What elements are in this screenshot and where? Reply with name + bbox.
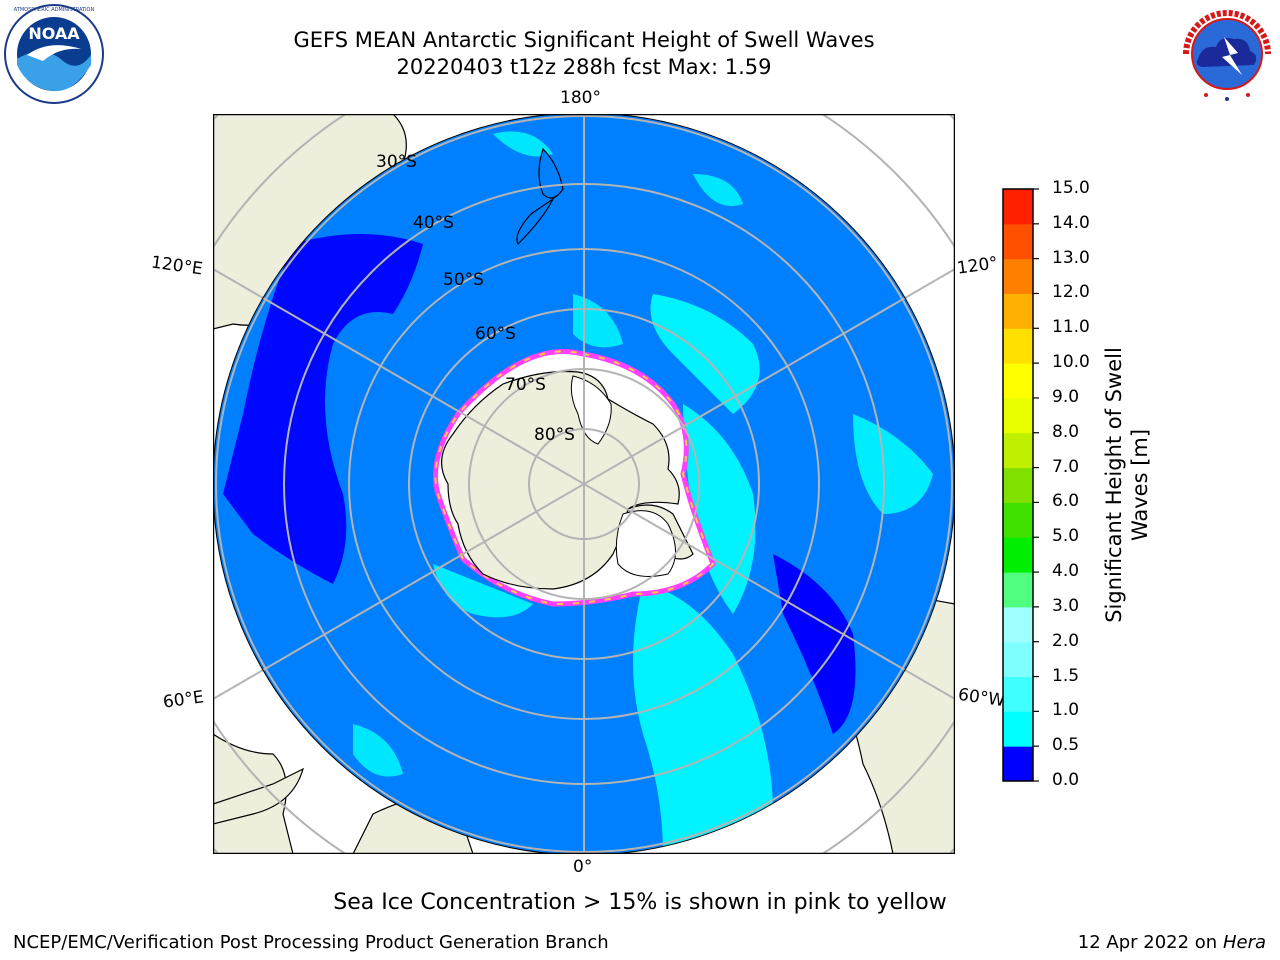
colorbar-tick-label: 8.0 <box>1052 421 1080 442</box>
colorbar-tick-label: 7.0 <box>1052 456 1080 477</box>
footer-left: NCEP/EMC/Verification Post Processing Pr… <box>13 932 609 953</box>
colorbar-segment <box>1003 711 1033 747</box>
lat-label-60s: 60°S <box>475 324 516 344</box>
colorbar-frame <box>1002 188 1034 782</box>
colorbar-tick-label: 10.0 <box>1052 352 1090 373</box>
colorbar-tick-label: 6.0 <box>1052 491 1080 512</box>
colorbar-segment <box>1003 363 1033 399</box>
land-new-zealand-south <box>516 197 555 246</box>
lat-label-80s: 80°S <box>534 425 575 445</box>
colorbar-segment <box>1003 746 1033 782</box>
colorbar-segment <box>1003 432 1033 469</box>
swell-patch-low <box>223 234 423 584</box>
svg-text:ATMOSPHERIC ADMINISTRATION: ATMOSPHERIC ADMINISTRATION <box>14 7 95 13</box>
colorbar-tick-label: 4.0 <box>1052 561 1080 582</box>
colorbar-segment <box>1003 328 1033 364</box>
colorbar-tick-label: 14.0 <box>1052 212 1090 233</box>
lon-label-60e: 60°E <box>161 687 206 713</box>
lon-label-0: 0° <box>573 857 593 877</box>
colorbar-segment <box>1003 397 1033 434</box>
swell-height-map <box>213 114 955 854</box>
swell-patch-mid <box>853 414 933 514</box>
colorbar-segment <box>1003 606 1033 643</box>
ice-shelf-ross <box>570 375 612 445</box>
swell-patch-mid <box>433 564 533 618</box>
swell-patch-mid <box>693 174 743 206</box>
colorbar-segment <box>1003 467 1033 503</box>
swell-patch-low <box>773 554 856 734</box>
colorbar-segment <box>1003 293 1033 329</box>
lat-label-40s: 40°S <box>413 213 454 233</box>
lon-label-60w: 60°W <box>956 684 1007 712</box>
swell-patch-mid <box>493 131 553 157</box>
colorbar-tick-label: 15.0 <box>1052 178 1090 198</box>
colorbar-tick-label: 12.0 <box>1052 282 1090 303</box>
lon-label-120w: 120° <box>955 253 1000 279</box>
lon-label-120e: 120°E <box>149 252 204 280</box>
chart-subtitle: 20220403 t12z 288h fcst Max: 1.59 <box>396 55 772 79</box>
colorbar-segment <box>1003 572 1033 608</box>
swell-patch-mid <box>353 724 403 777</box>
swell-patch-mid <box>633 584 773 854</box>
noaa-logo-icon: NOAA ATMOSPHERIC ADMINISTRATION <box>4 4 104 104</box>
colorbar-tick-label: 0.0 <box>1052 770 1080 790</box>
swell-patch-mid <box>650 294 760 414</box>
colorbar-segment <box>1003 223 1033 260</box>
footer-right: 12 Apr 2022 on Hera <box>1078 932 1266 953</box>
land-madagascar <box>213 767 304 825</box>
colorbar-segment <box>1003 641 1033 678</box>
nws-logo-icon <box>1178 5 1276 103</box>
ice-shelf-weddell <box>615 510 676 577</box>
colorbar-segment <box>1003 676 1033 712</box>
colorbar-segment <box>1003 537 1033 573</box>
colorbar-tick-label: 0.5 <box>1052 735 1080 756</box>
colorbar-segment <box>1003 189 1033 225</box>
colorbar-label-line2: Waves [m] <box>1128 428 1152 542</box>
colorbar-tick-label: 1.0 <box>1052 700 1080 721</box>
footer-machine: Hera <box>1222 932 1266 953</box>
swell-patch-mid <box>573 294 623 348</box>
colorbar-segment <box>1003 258 1033 294</box>
lat-label-70s: 70°S <box>505 375 546 395</box>
colorbar <box>1002 188 1039 782</box>
colorbar-tick-label: 5.0 <box>1052 526 1080 547</box>
chart-title: GEFS MEAN Antarctic Significant Height o… <box>293 28 875 52</box>
colorbar-tick-label: 1.5 <box>1052 665 1080 686</box>
lon-label-180: 180° <box>560 88 601 108</box>
graticule <box>213 114 955 854</box>
svg-text:NOAA: NOAA <box>28 24 80 43</box>
lat-label-30s: 30°S <box>376 152 417 172</box>
sea-ice-note: Sea Ice Concentration > 15% is shown in … <box>333 890 947 915</box>
colorbar-tick-label: 3.0 <box>1052 595 1080 616</box>
footer-date: 12 Apr 2022 on <box>1077 932 1223 953</box>
colorbar-label: Significant Height of Swell Waves [m] <box>1101 347 1153 623</box>
colorbar-segment <box>1003 502 1033 538</box>
colorbar-tick-label: 13.0 <box>1052 247 1090 268</box>
colorbar-tick-label: 9.0 <box>1052 386 1080 407</box>
colorbar-tick-label: 2.0 <box>1052 630 1080 651</box>
swell-patch-mid <box>683 404 756 614</box>
colorbar-label-line1: Significant Height of Swell <box>1102 347 1126 623</box>
colorbar-tick-label: 11.0 <box>1052 317 1090 338</box>
lat-label-50s: 50°S <box>443 270 484 290</box>
